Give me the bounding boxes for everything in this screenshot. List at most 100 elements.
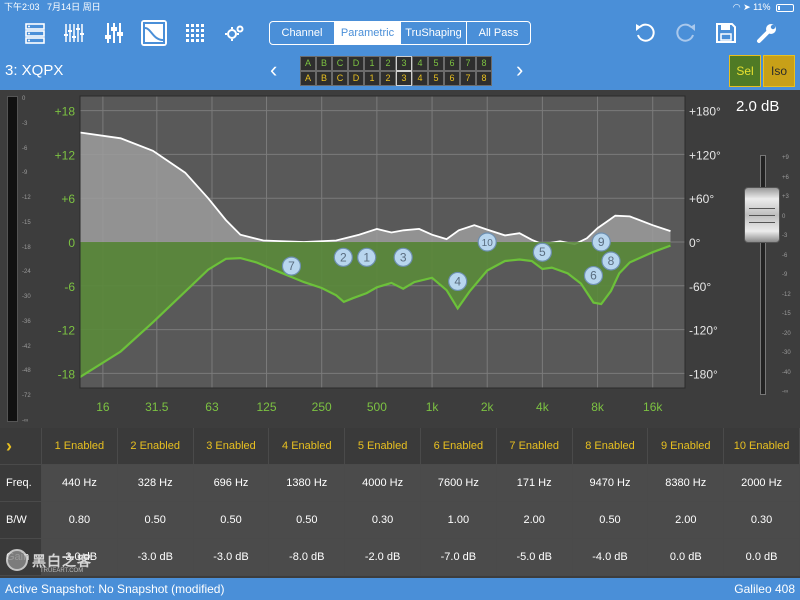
eq-sliders-icon[interactable] — [61, 20, 87, 46]
band-bw-cell[interactable]: 0.50 — [269, 502, 346, 539]
band-bw-cell[interactable]: 2.00 — [648, 502, 725, 539]
band-freq-cell[interactable]: 1380 Hz — [269, 465, 346, 502]
band-marker[interactable] — [583, 265, 604, 286]
selector-cell[interactable]: A — [300, 71, 316, 86]
band-marker[interactable] — [357, 247, 377, 267]
selector-cell[interactable]: 3 — [396, 56, 412, 71]
band-marker[interactable] — [281, 256, 302, 276]
band-marker[interactable] — [601, 251, 621, 271]
tab-channel[interactable]: Channel — [281, 27, 323, 39]
band-enable-toggle[interactable]: 1 Enabled — [42, 428, 118, 465]
band-freq-cell[interactable]: 171 Hz — [496, 465, 573, 502]
channel-name[interactable]: 3: XQPX — [5, 62, 64, 79]
band-gain-cell[interactable]: -3.0 dB — [193, 539, 270, 576]
selector-cell[interactable]: 2 — [380, 71, 396, 86]
selector-cell[interactable]: 8 — [476, 56, 492, 71]
tab-trushaping[interactable]: TruShaping — [400, 22, 466, 44]
band-bw-cell[interactable]: 2.00 — [496, 502, 573, 539]
next-channel-button[interactable]: › — [516, 57, 524, 82]
band-enable-toggle[interactable]: 3 Enabled — [193, 428, 270, 465]
sel-button[interactable]: Sel — [729, 55, 761, 87]
band-bw-cell[interactable]: 0.30 — [345, 502, 421, 539]
selector-cell[interactable]: 4 — [412, 71, 428, 86]
routing-icon[interactable] — [22, 20, 48, 46]
band-marker[interactable] — [448, 271, 468, 292]
selector-cell[interactable]: A — [300, 56, 316, 71]
band-enable-toggle[interactable]: 9 Enabled — [648, 428, 725, 465]
band-enable-toggle[interactable]: 6 Enabled — [420, 428, 497, 465]
band-gain-cell[interactable]: -7.0 dB — [420, 539, 497, 576]
faders-icon[interactable] — [101, 20, 127, 46]
band-gain-cell[interactable]: -8.0 dB — [269, 539, 346, 576]
band-bw-cell[interactable]: 0.50 — [193, 502, 270, 539]
band-freq-cell[interactable]: 8380 Hz — [648, 465, 725, 502]
eq-response-graph[interactable]: 1 2 3 4 5 6 7 89 10 +18 +12 +6 0 -6 -12 -18 +180° +120° +6… — [45, 92, 725, 424]
selector-cell[interactable]: 1 — [364, 71, 380, 86]
band-marker[interactable] — [333, 247, 353, 267]
selector-cell[interactable]: 4 — [412, 56, 428, 71]
redo-icon[interactable] — [673, 20, 699, 46]
selector-cell[interactable]: 6 — [444, 56, 460, 71]
parametric-graph-icon[interactable] — [141, 20, 167, 46]
settings-gears-icon[interactable] — [222, 20, 248, 46]
band-enable-toggle[interactable]: 4 Enabled — [269, 428, 346, 465]
band-freq-cell[interactable]: 4000 Hz — [345, 465, 421, 502]
selector-cell[interactable]: D — [348, 71, 364, 86]
band-marker[interactable] — [591, 232, 611, 252]
band-enable-toggle[interactable]: 8 Enabled — [572, 428, 649, 465]
selector-cell[interactable]: 5 — [428, 71, 444, 86]
band-freq-cell[interactable]: 7600 Hz — [420, 465, 497, 502]
band-marker[interactable] — [532, 242, 552, 262]
selector-cell[interactable]: D — [348, 56, 364, 71]
snapshot-status[interactable]: Active Snapshot: No Snapshot (modified) — [5, 582, 225, 596]
selector-cell[interactable]: 6 — [444, 71, 460, 86]
gain-fader-handle[interactable] — [744, 187, 780, 243]
expand-bands-button[interactable]: › — [0, 428, 42, 465]
band-gain-cell[interactable]: -4.0 dB — [572, 539, 649, 576]
band-gain-cell[interactable]: 0.0 dB — [724, 539, 800, 576]
selector-cell[interactable]: 2 — [380, 56, 396, 71]
band-freq-cell[interactable]: 440 Hz — [42, 465, 118, 502]
band-enable-toggle[interactable]: 2 Enabled — [117, 428, 194, 465]
iso-button[interactable]: Iso — [763, 55, 795, 87]
undo-icon[interactable] — [632, 20, 658, 46]
band-bw-cell[interactable]: 0.50 — [572, 502, 649, 539]
band-marker[interactable] — [393, 247, 413, 267]
selector-cell[interactable]: 1 — [364, 56, 380, 71]
selector-cell[interactable]: B — [316, 71, 332, 86]
band-gain-cell[interactable]: -5.0 dB — [496, 539, 573, 576]
gain-axis-label: -6 — [64, 280, 75, 294]
band-gain-cell[interactable]: 0.0 dB — [648, 539, 725, 576]
band-freq-cell[interactable]: 696 Hz — [193, 465, 270, 502]
tab-parametric[interactable]: Parametric — [334, 22, 400, 44]
gain-fader-track[interactable] — [760, 155, 766, 395]
band-enable-toggle[interactable]: 5 Enabled — [345, 428, 421, 465]
band-freq-cell[interactable]: 328 Hz — [117, 465, 194, 502]
matrix-grid-icon[interactable] — [182, 20, 208, 46]
band-bw-cell[interactable]: 0.80 — [42, 502, 118, 539]
prev-channel-button[interactable]: ‹ — [270, 57, 278, 82]
tab-all-pass[interactable]: All Pass — [466, 22, 530, 44]
band-bw-cell[interactable]: 0.50 — [117, 502, 194, 539]
wrench-icon[interactable] — [754, 20, 780, 46]
selector-cell[interactable]: 7 — [460, 56, 476, 71]
save-icon[interactable] — [713, 20, 739, 46]
freq-axis-label: 500 — [367, 400, 387, 414]
band-gain-cell[interactable]: -3.0 dB — [117, 539, 194, 576]
band-freq-cell[interactable]: 2000 Hz — [724, 465, 800, 502]
band-gain-cell[interactable]: -3.0 dB — [42, 539, 118, 576]
band-enable-toggle[interactable]: 7 Enabled — [496, 428, 573, 465]
band-freq-cell[interactable]: 9470 Hz — [572, 465, 649, 502]
selector-cell[interactable]: 7 — [460, 71, 476, 86]
selector-cell[interactable]: 3 — [396, 71, 412, 86]
selector-cell[interactable]: 8 — [476, 71, 492, 86]
band-gain-cell[interactable]: -2.0 dB — [345, 539, 421, 576]
band-bw-cell[interactable]: 0.30 — [724, 502, 800, 539]
selector-cell[interactable]: C — [332, 56, 348, 71]
selector-cell[interactable]: B — [316, 56, 332, 71]
selector-cell[interactable]: C — [332, 71, 348, 86]
band-enable-toggle[interactable]: 10 Enabled — [724, 428, 800, 465]
selector-cell[interactable]: 5 — [428, 56, 444, 71]
band-marker[interactable] — [477, 232, 497, 252]
band-bw-cell[interactable]: 1.00 — [420, 502, 497, 539]
